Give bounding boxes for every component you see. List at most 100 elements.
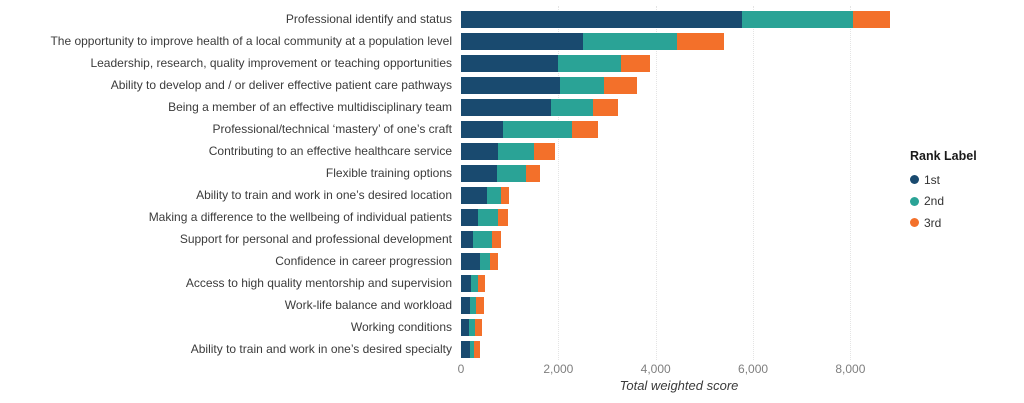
category-label: Leadership, research, quality improvemen… <box>90 56 452 70</box>
bar-segment-2nd <box>469 340 475 358</box>
bar-segment-2nd <box>559 76 604 94</box>
bar-segment-1st <box>461 186 487 204</box>
legend-items: 1st 2nd 3rd <box>910 169 977 234</box>
bar-segment-1st <box>461 230 474 248</box>
bar-segment-2nd <box>497 164 526 182</box>
x-axis: 0 2,000 4,000 6,000 8,000 <box>0 362 1024 377</box>
bar-segment-3rd <box>853 10 891 28</box>
x-tick-label: 6,000 <box>738 362 769 376</box>
category-label: Professional identify and status <box>285 12 452 26</box>
bar-segment-2nd <box>503 120 572 138</box>
bar-segment-2nd <box>479 252 490 270</box>
bar-row: Being a member of an effective multidisc… <box>0 96 1024 118</box>
bar-segment-1st <box>461 252 480 270</box>
stacked-bar <box>461 340 480 358</box>
stacked-bar <box>461 120 599 138</box>
bar-segment-2nd <box>470 274 479 292</box>
bar-row: Contributing to an effective healthcare … <box>0 140 1024 162</box>
bar-segment-3rd <box>491 230 502 248</box>
bar-segment-3rd <box>534 142 555 160</box>
bar-segment-3rd <box>497 208 508 226</box>
x-axis-title: Total weighted score <box>619 378 739 393</box>
category-label: Confidence in career progression <box>275 254 452 268</box>
stacked-bar <box>461 164 541 182</box>
bar-segment-1st <box>461 142 499 160</box>
stacked-bar <box>461 274 486 292</box>
bar-row: Access to high quality mentorship and su… <box>0 272 1024 294</box>
category-label: The opportunity to improve health of a l… <box>50 34 452 48</box>
stacked-bar <box>461 10 891 28</box>
bar-segment-3rd <box>592 98 619 116</box>
bar-segment-3rd <box>474 340 480 358</box>
bar-segment-1st <box>461 318 470 336</box>
stacked-bar <box>461 208 508 226</box>
bar-segment-2nd <box>498 142 534 160</box>
gridline <box>655 6 657 360</box>
category-label: Making a difference to the wellbeing of … <box>148 210 452 224</box>
bar-segment-1st <box>461 120 504 138</box>
bar-segment-1st <box>461 76 560 94</box>
bar-segment-1st <box>461 98 552 116</box>
bar-segment-1st <box>461 54 558 72</box>
category-label: Work-life balance and workload <box>284 298 452 312</box>
gridlines <box>0 6 1024 360</box>
legend-item-2nd: 2nd <box>910 191 977 213</box>
legend-dot-icon <box>910 218 919 228</box>
category-label: Access to high quality mentorship and su… <box>185 276 452 290</box>
stacked-bar <box>461 54 650 72</box>
bar-row: Work-life balance and workload <box>0 294 1024 316</box>
bar-row: Confidence in career progression <box>0 250 1024 272</box>
category-label: Contributing to an effective healthcare … <box>208 144 452 158</box>
bar-row: The opportunity to improve health of a l… <box>0 30 1024 52</box>
legend-title: Rank Label <box>910 149 977 163</box>
category-label: Being a member of an effective multidisc… <box>168 100 452 114</box>
bar-row: Leadership, research, quality improvemen… <box>0 52 1024 74</box>
gridline <box>753 6 755 360</box>
legend-dot-icon <box>910 196 919 206</box>
x-tick-label: 4,000 <box>640 362 671 376</box>
bar-segment-1st <box>461 32 583 50</box>
stacked-bar <box>461 296 484 314</box>
category-label: Ability to train and work in one’s desir… <box>190 342 452 356</box>
stacked-bar <box>461 142 555 160</box>
bar-segment-3rd <box>475 318 482 336</box>
stacked-bar <box>461 76 638 94</box>
bar-segment-2nd <box>469 296 476 314</box>
bar-row: Flexible training options <box>0 162 1024 184</box>
bar-row: Ability to develop and / or deliver effe… <box>0 74 1024 96</box>
bar-segment-1st <box>461 340 470 358</box>
gridline <box>558 6 560 360</box>
x-tick-label: 0 <box>457 362 465 376</box>
bar-segment-3rd <box>489 252 498 270</box>
stacked-bar <box>461 252 498 270</box>
stacked-bar <box>461 98 619 116</box>
bar-segment-3rd <box>475 296 484 314</box>
bar-segment-3rd <box>478 274 486 292</box>
legend-label: 1st <box>924 172 941 187</box>
bar-segment-2nd <box>478 208 498 226</box>
bar-segment-3rd <box>525 164 541 182</box>
bar-segment-2nd <box>551 98 593 116</box>
category-label: Flexible training options <box>325 166 452 180</box>
bar-row: Professional identify and status <box>0 8 1024 30</box>
gridline <box>850 6 852 360</box>
legend-item-1st: 1st <box>910 169 977 191</box>
bar-segment-1st <box>461 164 498 182</box>
category-label: Ability to develop and / or deliver effe… <box>110 78 452 92</box>
bar-row: Working conditions <box>0 316 1024 338</box>
legend-item-3rd: 3rd <box>910 212 977 234</box>
bar-segment-1st <box>461 296 470 314</box>
bar-rows: Professional identify and status The oppo… <box>0 8 1024 360</box>
stacked-bar <box>461 318 482 336</box>
bar-segment-2nd <box>742 10 854 28</box>
bar-segment-2nd <box>582 32 677 50</box>
bar-row: Ability to train and work in one’s desir… <box>0 338 1024 360</box>
bar-segment-3rd <box>500 186 510 204</box>
legend-label: 2nd <box>924 194 945 209</box>
legend: Rank Label 1st 2nd 3rd <box>910 149 977 234</box>
bar-row: Support for personal and professional de… <box>0 228 1024 250</box>
category-label: Professional/technical ‘mastery’ of one’… <box>212 122 452 136</box>
bar-row: Professional/technical ‘mastery’ of one’… <box>0 118 1024 140</box>
bar-row: Making a difference to the wellbeing of … <box>0 206 1024 228</box>
